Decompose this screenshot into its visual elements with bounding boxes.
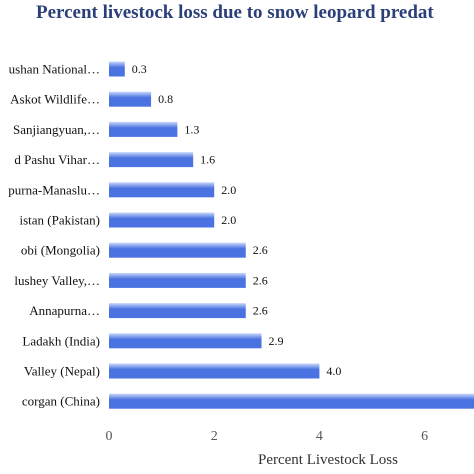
x-tick-label: 2 xyxy=(211,429,218,444)
data-label: 2.6 xyxy=(253,304,268,318)
bar xyxy=(109,363,320,379)
data-label: 2.6 xyxy=(253,273,268,287)
x-tick-label: 4 xyxy=(316,429,323,444)
bar xyxy=(109,393,474,409)
bar xyxy=(109,333,262,349)
category-label: Askot Wildlife… xyxy=(10,92,100,107)
data-label: 2.9 xyxy=(269,334,284,348)
x-tick-label: 6 xyxy=(421,429,428,444)
bar xyxy=(109,182,215,198)
x-axis-title: Percent Livestock Loss xyxy=(258,452,398,468)
category-label: d Pashu Vihar… xyxy=(14,152,100,167)
category-label: Ladakh (India) xyxy=(22,333,100,348)
bar xyxy=(109,61,125,77)
data-label: 2.6 xyxy=(253,243,268,257)
bar xyxy=(109,303,246,319)
bar xyxy=(109,272,246,288)
category-label: ushan National… xyxy=(9,62,100,77)
bar xyxy=(109,121,178,137)
data-label: 0.3 xyxy=(132,62,147,76)
category-label: purna-Manaslu… xyxy=(8,182,100,197)
bar xyxy=(109,91,152,107)
category-label: istan (Pakistan) xyxy=(19,213,100,228)
data-label: 1.6 xyxy=(200,153,215,167)
category-label: obi (Mongolia) xyxy=(21,243,100,258)
data-label: 0.8 xyxy=(158,92,173,106)
data-label: 1.3 xyxy=(184,122,199,136)
category-label: Sanjiangyuan,… xyxy=(13,122,100,137)
x-tick-label: 0 xyxy=(106,429,113,444)
category-label: Annapurna… xyxy=(29,303,100,318)
category-label: Valley (Nepal) xyxy=(24,364,100,379)
category-label: lushey Valley,… xyxy=(14,273,100,288)
data-label: 2.0 xyxy=(221,183,236,197)
data-label: 4.0 xyxy=(326,364,341,378)
bar xyxy=(109,212,215,228)
chart-title: Percent livestock loss due to snow leopa… xyxy=(36,2,434,23)
category-label: corgan (China) xyxy=(22,394,100,409)
data-label: 2.0 xyxy=(221,213,236,227)
bar xyxy=(109,242,246,258)
bar xyxy=(109,152,194,168)
